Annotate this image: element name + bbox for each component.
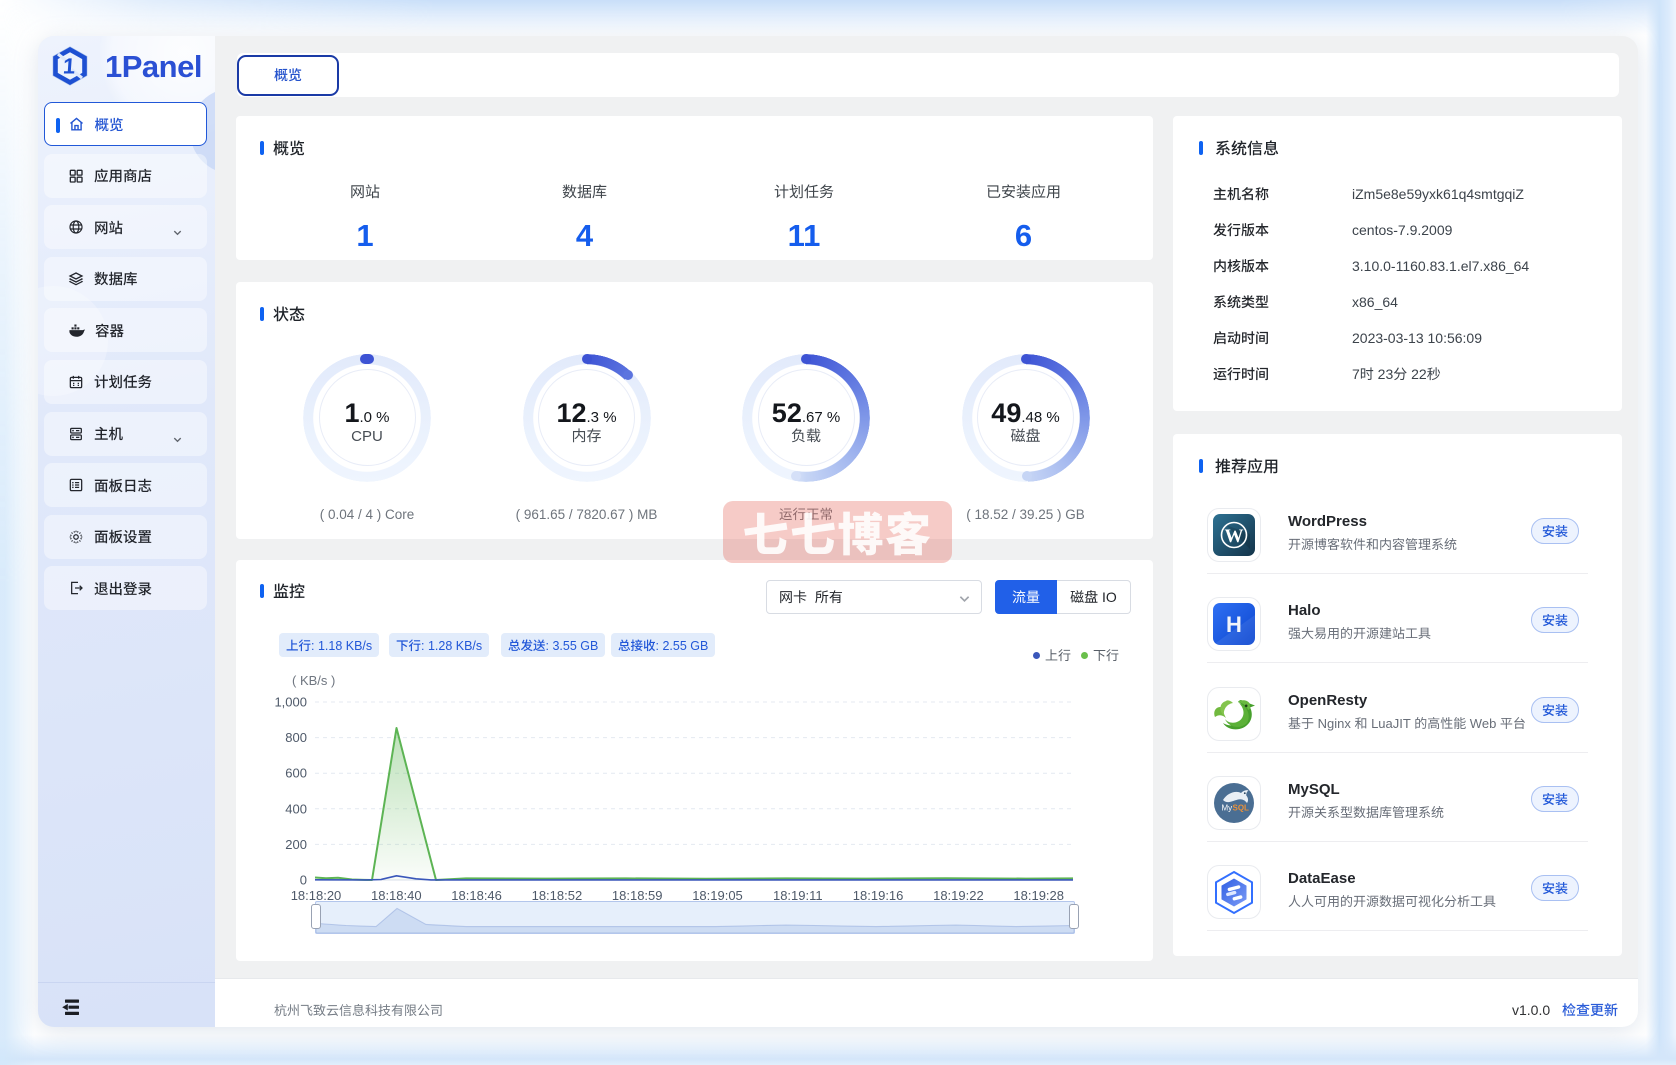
svg-text:W: W: [1225, 526, 1244, 547]
svg-text:My: My: [1222, 804, 1233, 813]
svg-text:800: 800: [285, 727, 307, 746]
svg-text:18:18:59: 18:18:59: [612, 885, 663, 904]
svg-text:18:18:20: 18:18:20: [291, 885, 342, 904]
svg-text:H: H: [1226, 612, 1242, 637]
svg-text:18:18:46: 18:18:46: [451, 885, 502, 904]
svg-text:18:18:40: 18:18:40: [371, 885, 422, 904]
svg-text:18:19:11: 18:19:11: [773, 885, 823, 904]
svg-text:0: 0: [300, 870, 307, 889]
svg-text:18:19:16: 18:19:16: [853, 885, 904, 904]
svg-text:200: 200: [285, 834, 307, 853]
svg-text:600: 600: [285, 763, 307, 782]
svg-text:18:19:28: 18:19:28: [1013, 885, 1064, 904]
svg-text:18:19:05: 18:19:05: [692, 885, 743, 904]
svg-text:1,000: 1,000: [274, 695, 307, 711]
svg-text:1: 1: [62, 54, 76, 79]
svg-text:400: 400: [285, 798, 307, 817]
svg-text:18:18:52: 18:18:52: [532, 885, 583, 904]
svg-text:SQL: SQL: [1233, 804, 1250, 813]
svg-text:18:19:22: 18:19:22: [933, 885, 984, 904]
